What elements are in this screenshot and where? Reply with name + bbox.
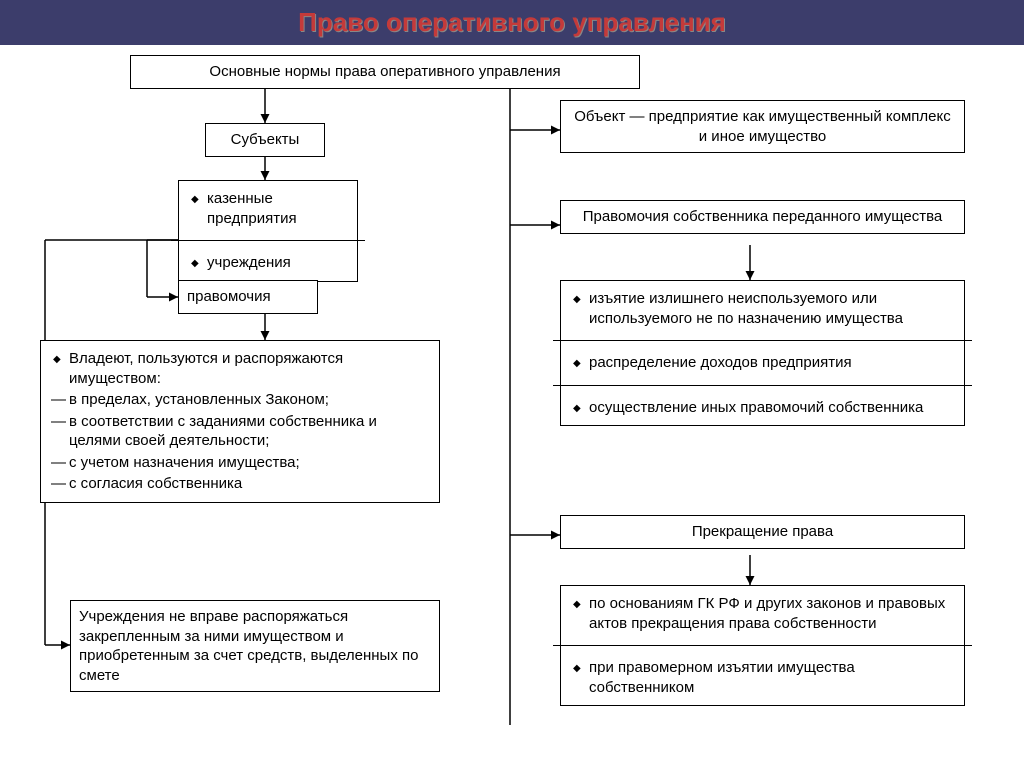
vladeyut-item-1: в пределах, установленных Законом; [49, 390, 431, 410]
izyatie-item-2: распределение доходов предприятия [569, 353, 956, 373]
prekr-item-1: по основаниям ГК РФ и других законов и п… [569, 594, 956, 633]
box-object: Объект — предприятие как имущественный к… [560, 100, 965, 153]
root-text: Основные нормы права оперативного управл… [209, 63, 560, 80]
box-subject-types: казенные предприятия учреждения [178, 180, 358, 282]
page-title: Право оперативного управления [298, 7, 726, 38]
box-root: Основные нормы права оперативного управл… [130, 55, 640, 89]
box-pravomochiya-sobst: Правомочия собственника переданного имущ… [560, 200, 965, 234]
pravomochiya-sobst-text: Правомочия собственника переданного имущ… [583, 208, 943, 225]
vladeyut-title: Владеют, пользуются и распоряжа­ются иму… [49, 349, 431, 388]
subject-type-2: учреждения [187, 253, 349, 273]
prekr-item-2: при правомерном изъятии имущества собств… [569, 658, 956, 697]
box-subjects: Субъекты [205, 123, 325, 157]
vladeyut-item-4: с согласия собственника [49, 474, 431, 494]
vladeyut-item-2: в соответствии с заданиями собственника … [49, 412, 431, 451]
diagram-content: Основные нормы права оперативного управл… [0, 45, 1024, 767]
box-pravomochiya: правомочия [178, 280, 318, 314]
header: Право оперативного управления [0, 0, 1024, 45]
izyatie-item-1: изъятие излишнего неиспользу­емого или и… [569, 289, 956, 328]
box-prekr-items: по основаниям ГК РФ и других законов и п… [560, 585, 965, 706]
box-prekrashenie: Прекращение права [560, 515, 965, 549]
prekrashenie-text: Прекращение права [692, 523, 833, 540]
box-vladeyut: Владеют, пользуются и распоряжа­ются иму… [40, 340, 440, 503]
subjects-text: Субъекты [231, 131, 300, 148]
box-uchrezhdeniya: Учреждения не вправе распоряжаться закре… [70, 600, 440, 692]
uchrezhdeniya-text: Учреждения не вправе распоряжаться закре… [79, 608, 418, 684]
subject-type-1: казенные предприятия [187, 189, 349, 228]
object-text: Объект — предприятие как имущественный к… [574, 108, 950, 145]
box-izyatie: изъятие излишнего неиспользу­емого или и… [560, 280, 965, 426]
pravomochiya-text: правомочия [187, 288, 271, 305]
izyatie-item-3: осуществление иных правомочий собственни… [569, 398, 956, 418]
vladeyut-item-3: с учетом назначения имущества; [49, 453, 431, 473]
